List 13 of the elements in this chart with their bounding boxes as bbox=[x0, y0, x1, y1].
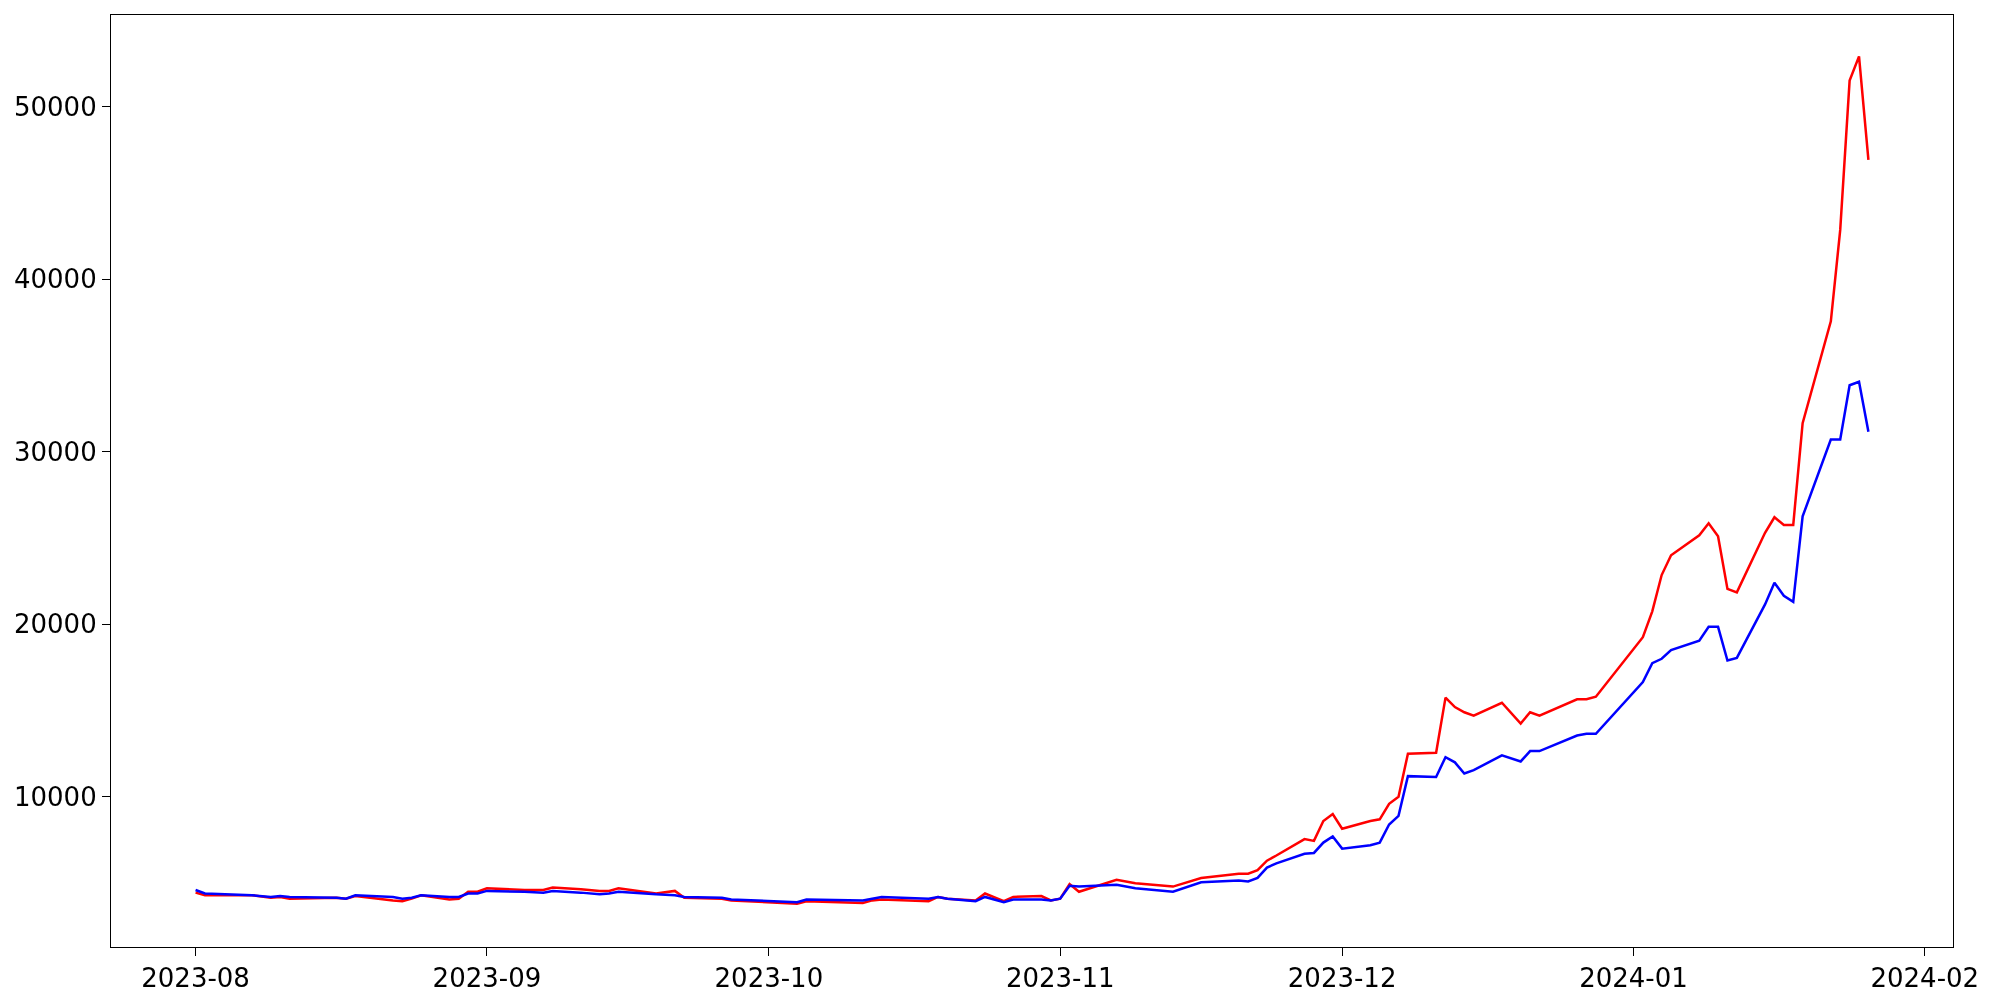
x-tick-label: 2023-10 bbox=[714, 963, 824, 994]
y-tick-label: 30000 bbox=[13, 436, 97, 467]
x-tick-label: 2024-01 bbox=[1579, 963, 1688, 994]
line-series bbox=[194, 380, 1870, 904]
x-tick-label: 2023-08 bbox=[141, 963, 250, 994]
x-tick-label: 2023-12 bbox=[1287, 963, 1397, 994]
x-tick-label: 2024-02 bbox=[1870, 963, 1980, 994]
y-tick-label: 40000 bbox=[13, 264, 97, 295]
y-tick-label: 20000 bbox=[13, 609, 97, 640]
x-tick-label: 2023-11 bbox=[1005, 963, 1115, 994]
y-tick-label: 50000 bbox=[13, 91, 97, 122]
y-tick-label: 10000 bbox=[13, 781, 97, 812]
x-tick-label: 2023-09 bbox=[432, 963, 542, 994]
